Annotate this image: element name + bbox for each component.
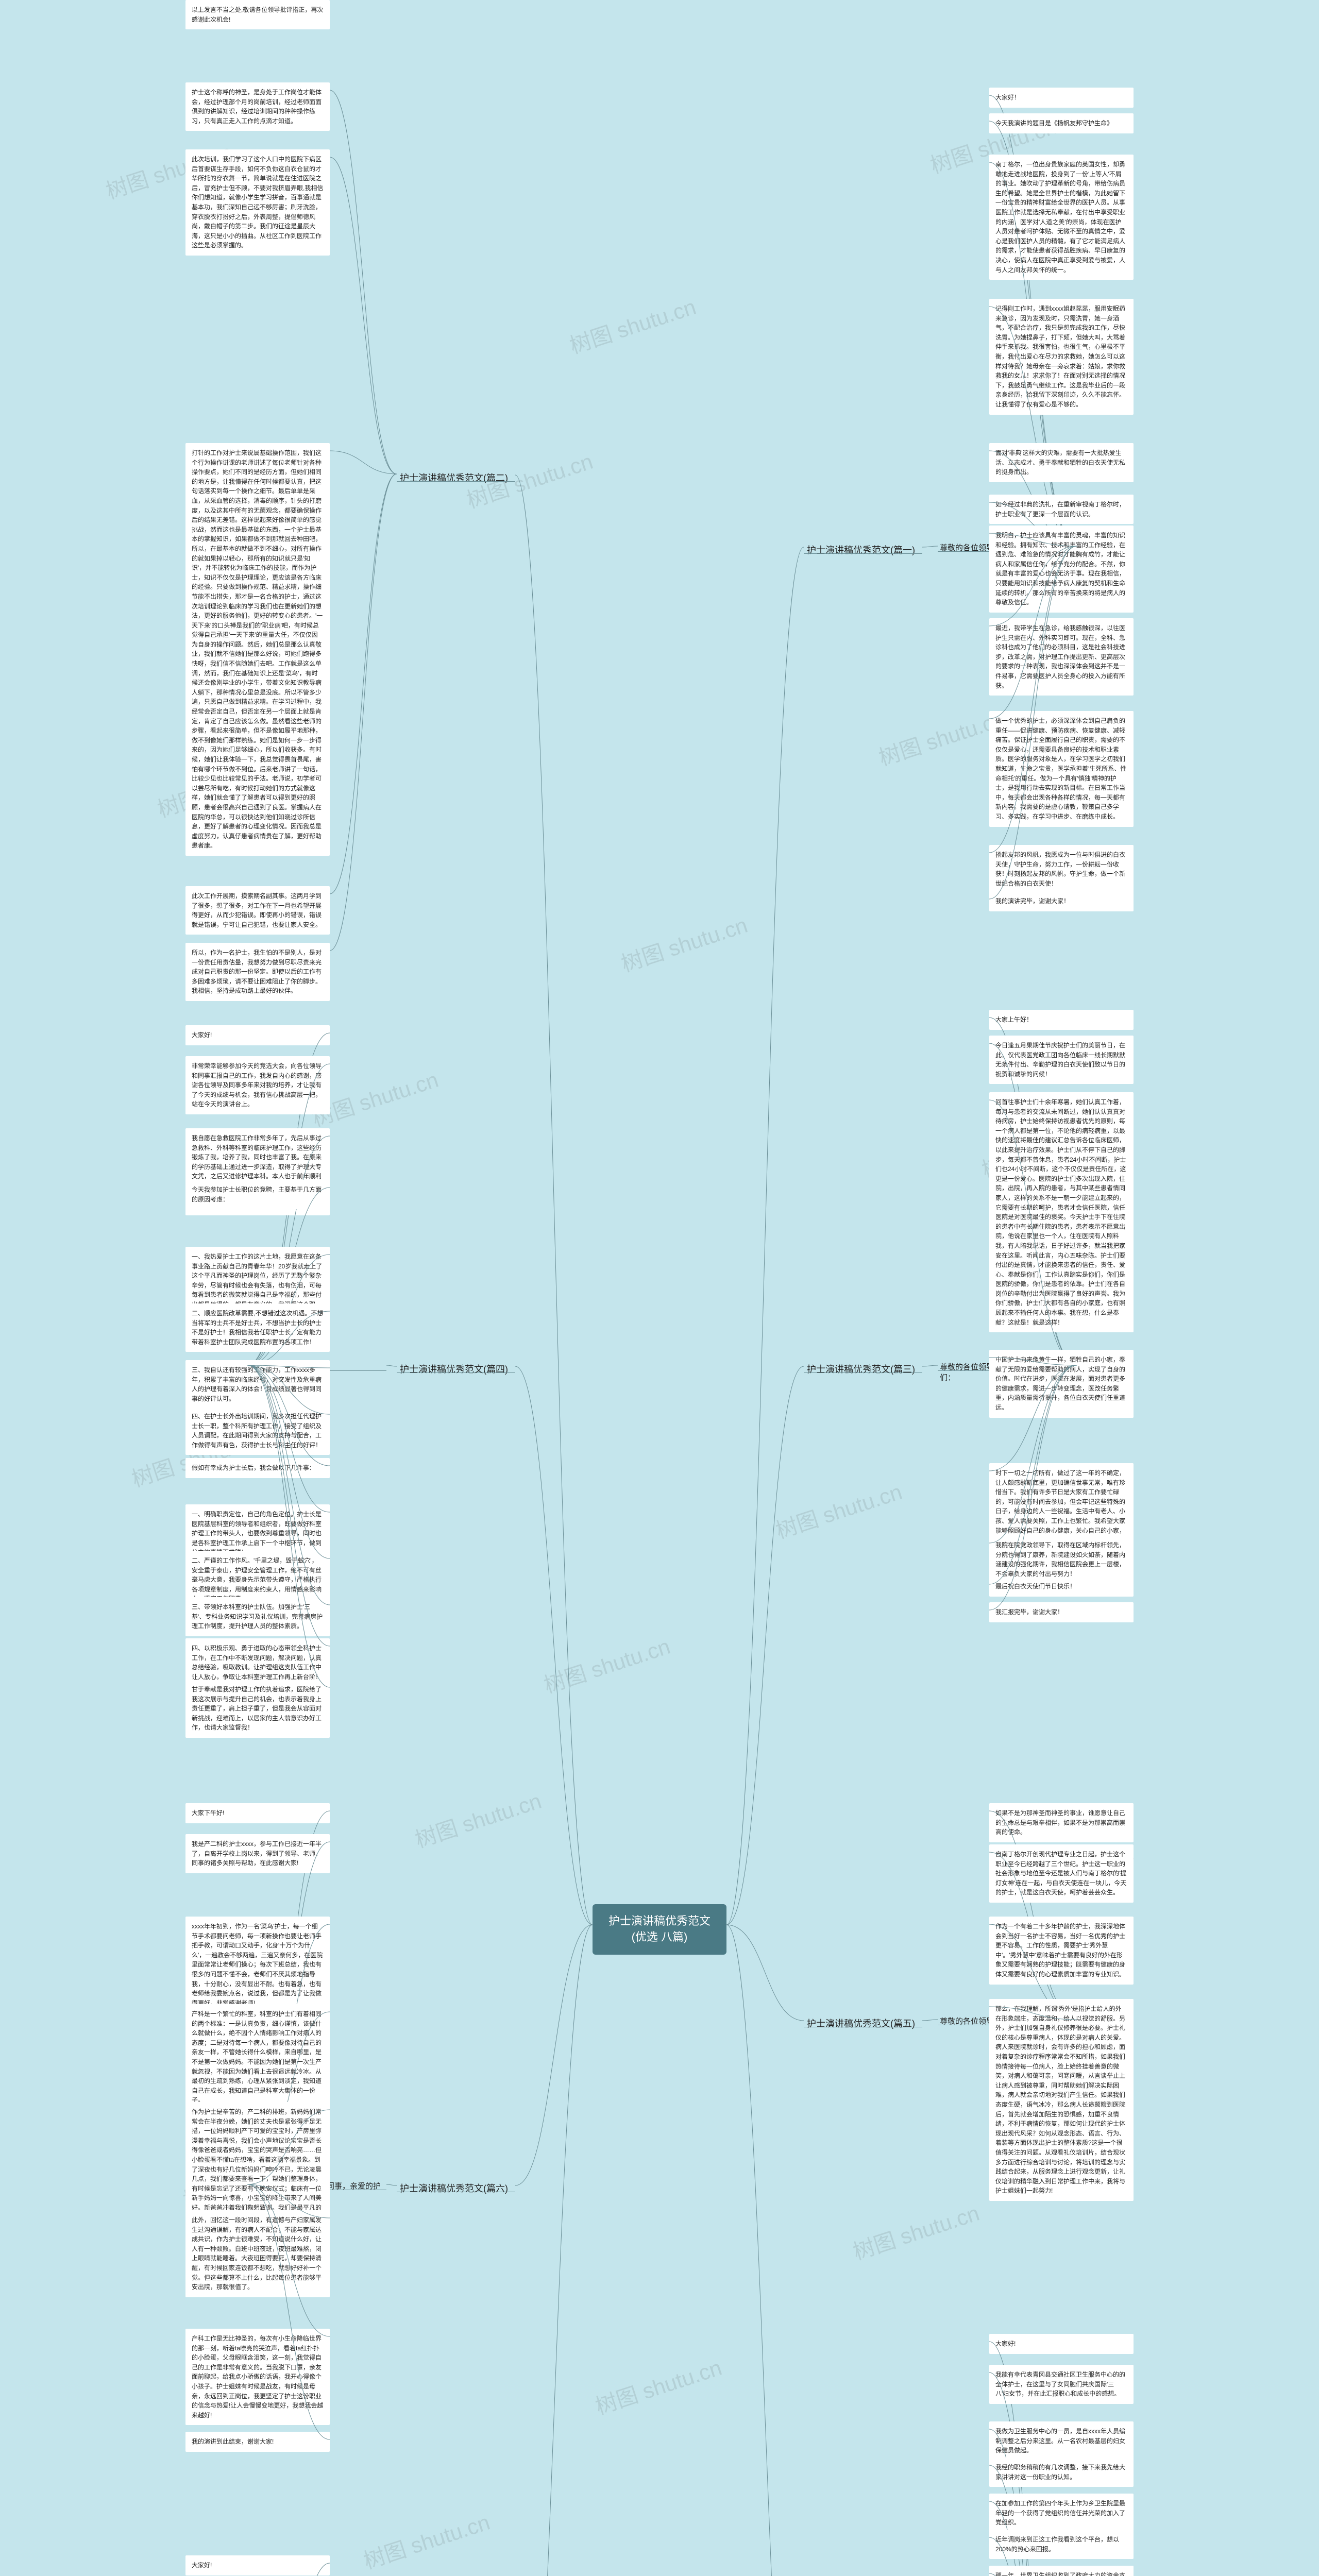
leaf-node: 最近，我带学生在急诊，给我感触很深，以往医护生只需在内、外科实习即可。现在，全科… bbox=[989, 618, 1134, 696]
leaf-node: 自南丁格尔开创现代护理专业之日起，护士这个职业至今已经跨越了三个世纪。护士这一职… bbox=[989, 1844, 1134, 1903]
leaf-node: 我汇报完毕，谢谢大家！ bbox=[989, 1602, 1134, 1622]
watermark: 树图 shutu.cn bbox=[591, 2350, 725, 2421]
leaf-node: 大家好! bbox=[989, 2334, 1134, 2354]
leaf-node: 产科是一个繁忙的科室，科室的护士们有着相同的两个标准：一是认真负责，细心谨慎，该… bbox=[185, 2004, 330, 2110]
leaf-node: 此次工作开展期，摸索期名副其事。这两月学到了很多，想了很多，对工作在下一月也希望… bbox=[185, 886, 330, 935]
leaf-node: 我明白，护士应该具有丰富的灵魂，丰富的知识和经验。拥有知识、技术和丰富的工作经验… bbox=[989, 526, 1134, 613]
leaf-node: 那么，在我理解，所谓'秀外'是指护士给人的外在形象端庄，态度温和，给人以视觉的舒… bbox=[989, 1999, 1134, 2201]
leaf-node: 大家下午好! bbox=[185, 1803, 330, 1823]
leaf-node: 作为一个有着二十多年护龄的护士，我深深地体会到当好一名护士不容易，当好一名优秀的… bbox=[989, 1917, 1134, 1985]
leaf-node: 我能有幸代表青冈县交通社区卫生服务中心的的全体护士，在这里与了女同胞们共庆国际'… bbox=[989, 2365, 1134, 2404]
leaf-node: 近年调岗来到正这工作我看到这个平台，想以200%的热心来回报。 bbox=[989, 2530, 1134, 2559]
leaf-node: 我做为卫生服务中心的一员，是自xxxx年人员编制调整之后分来这里。从一名农村最基… bbox=[989, 2421, 1134, 2461]
watermark: 树图 shutu.cn bbox=[539, 1629, 674, 1700]
leaf-node: 在加参加工作的第四个年头上作为乡卫生院里最年轻的一个获得了党组织的信任并光荣的加… bbox=[989, 2494, 1134, 2533]
leaf-node: 我的演讲到此结束，谢谢大家! bbox=[185, 2432, 330, 2452]
leaf-node: 二、顺应医院改革需要,不想错过这次机遇。不想当将军的士兵不是好士兵，不想当护士长… bbox=[185, 1303, 330, 1352]
leaf-node: 南丁格尔，一位出身贵族家庭的英国女性，却勇敢地走进战地医院，投身到了一份'上等人… bbox=[989, 155, 1134, 280]
branch-node: 护士演讲稿优秀范文(篇三) bbox=[804, 1360, 922, 1378]
leaf-node: 作为护士是辛苦的，产二科的排班，新妈妈们常常会在半夜分娩，她们的丈夫也是紧张得手… bbox=[185, 2102, 330, 2227]
leaf-node: 三、我自认还有较强的工作能力，工作xxxx多年，积累了丰富的临床经验，对突发性及… bbox=[185, 1360, 330, 1409]
branch-node: 护士演讲稿优秀范文(篇二) bbox=[397, 469, 515, 486]
leaf-node: 中国护士向来像黄牛一样，牺牲自己的小家，奉献了无限的爱给需要帮助的病人，实现了自… bbox=[989, 1350, 1134, 1418]
leaf-node: 最后祝白衣天使们节日快乐！ bbox=[989, 1577, 1134, 1597]
leaf-node: 那一年，世界卫生组织收到了政府大力的资金支撑用于社区建设，我们从旧的小楼搬到了新… bbox=[989, 2566, 1134, 2576]
leaf-node: 非常荣幸能够参加今天的竞选大会，向各位领导和同事汇报自己的工作，我发自内心的感谢… bbox=[185, 1056, 330, 1114]
leaf-node: 今日逢五月果期佳节庆祝护士们的美丽节日，在此，仅代表医党政工团向各位临床一线长期… bbox=[989, 1036, 1134, 1084]
leaf-node: 今天我参加护士长职位的竞聘，主要基于几方面的原因考虑： bbox=[185, 1180, 330, 1209]
leaf-node: 大家好! bbox=[185, 1025, 330, 1045]
branch-node: 护士演讲稿优秀范文(篇一) bbox=[804, 541, 922, 558]
leaf-node: 扬起友邦的风帆，我愿成为一位与时俱进的白衣天使，守护生命，努力工作，一份耕耘一份… bbox=[989, 845, 1134, 893]
leaf-node: 面对'非典'这样大的灾难，需要有一大批热爱生活、立志成才、勇于奉献和牺牲的白衣天… bbox=[989, 443, 1134, 482]
leaf-node: 四、在护士长外出培训期间，我多次担任代理护士长一职，整个科所有护理工作，接受了组… bbox=[185, 1406, 330, 1455]
watermark: 树图 shutu.cn bbox=[411, 1784, 545, 1854]
leaf-node: 护士这个称呼的神圣，是身处于工作岗位才能体会，经过护理部个月的岗前培训，经过老师… bbox=[185, 82, 330, 131]
branch-node: 护士演讲稿优秀范文(篇五) bbox=[804, 2014, 922, 2032]
branch-node: 护士演讲稿优秀范文(篇六) bbox=[397, 2179, 515, 2197]
leaf-node: 假如有幸成为护士长后，我会做以下几件事： bbox=[185, 1458, 330, 1478]
watermark: 树图 shutu.cn bbox=[359, 2505, 494, 2575]
leaf-node: 产科工作是无比神圣的，每次有小生命降临世界的那一刻，听着ta嘹亮的哭泣声，看着t… bbox=[185, 2329, 330, 2425]
leaf-node: 大家上午好！ bbox=[989, 1010, 1134, 1030]
leaf-node: 记得刚工作时，遇到xxxx姐赵蕊蕊，服用安眠药来急诊，因为发现及时，只需洗胃，她… bbox=[989, 299, 1134, 415]
watermark: 树图 shutu.cn bbox=[849, 2196, 983, 2266]
leaf-node: 我经的职务稍稍的有几次调整，接下来我先给大家讲讲对这一份职业的认知。 bbox=[989, 2458, 1134, 2487]
leaf-node: 三、带领好本科室的护士队伍。加强护士'三基'、专科业务知识学习及礼仪培训，完善病… bbox=[185, 1597, 330, 1636]
watermark: 树图 shutu.cn bbox=[617, 908, 751, 978]
leaf-node: 所以，作为一名护士，我生怕的不是别人，是对一份责任用责估量，我想努力做到尽职尽责… bbox=[185, 943, 330, 1001]
leaf-node: 我的演讲完毕，谢谢大家！ bbox=[989, 891, 1134, 911]
leaf-node: 如果不是为那神圣而神圣的事业，谁愿意让自己的生命总是与艰辛相伴，如果不是为那崇高… bbox=[989, 1803, 1134, 1842]
leaf-node: 回首往事护士们十余年寒暑，她们认真工作着，每月与患者的交流从未间断过，她们认认真… bbox=[989, 1092, 1134, 1332]
leaf-node: 今天我演讲的题目是《扬帆友邦守护生命》 bbox=[989, 113, 1134, 133]
leaf-node: 以上发言不当之处,敬请各位领导批评指正，再次感谢此次机会! bbox=[185, 0, 330, 29]
leaf-node: 我是产二科的护士xxxx，参与工作已接近一年半了，自离开学校上岗以来，得到了领导… bbox=[185, 1834, 330, 1873]
leaf-node: 做一个优秀的护士，必须深深体会到自己肩负的重任——促进健康、预防疾病、恢复健康、… bbox=[989, 711, 1134, 827]
watermark: 树图 shutu.cn bbox=[565, 290, 700, 360]
watermark: 树图 shutu.cn bbox=[771, 1475, 906, 1545]
leaf-node: 此外，回忆这一段时间段，有遗憾与产妇家属发生过沟通误解，有的病人不配合，不能与家… bbox=[185, 2210, 330, 2297]
leaf-node: 打针的工作对护士来说属基础操作范围，我们这个行为操作讲课的老师讲述了每位老师针对… bbox=[185, 443, 330, 856]
center-node: 护士演讲稿优秀范文(优选 八篇) bbox=[593, 1904, 726, 1955]
leaf-node: 大家好! bbox=[185, 2555, 330, 2575]
leaf-node: 大家好！ bbox=[989, 88, 1134, 108]
watermark: 树图 shutu.cn bbox=[874, 702, 1009, 772]
leaf-node: xxxx年年初到，作为一名'菜鸟'护士，每一个细节手术都要问老师，每一项新操作也… bbox=[185, 1917, 330, 2013]
leaf-node: 如今经过非典的洗礼，在重新审视南丁格尔时，护士职业有了更深一个层面的认识。 bbox=[989, 495, 1134, 524]
leaf-node: 此次培训，我们学习了这个人口中的医院下病区后首要谋生存手段，如何不负你这白衣仓鼠… bbox=[185, 149, 330, 256]
branch-node: 护士演讲稿优秀范文(篇四) bbox=[397, 1360, 515, 1378]
leaf-node: 甘于奉献是我对护理工作的执着追求，医院给了我这次展示与提升自己的机会，也表示着我… bbox=[185, 1680, 330, 1738]
